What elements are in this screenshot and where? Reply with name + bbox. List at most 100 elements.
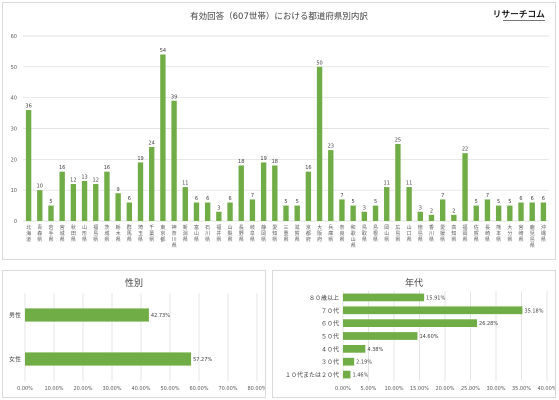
data-label: 24	[149, 141, 155, 147]
x-tick-label: 山口県	[407, 224, 412, 243]
bar	[171, 100, 177, 221]
bar	[350, 205, 356, 221]
bar	[529, 202, 535, 221]
prefecture-bar-chart: 010203040506036北海道10青森県5岩手県16宮城県12秋田県13山…	[11, 34, 549, 249]
data-label: 11	[182, 181, 188, 187]
x-tick-label: 40.00%	[131, 386, 150, 392]
x-tick-label: 佐賀県	[474, 224, 479, 243]
bar	[343, 319, 478, 327]
data-label: 12	[70, 178, 76, 184]
data-label: 12	[93, 178, 99, 184]
bar	[316, 66, 323, 221]
x-tick-label: 栃木県	[116, 224, 121, 243]
bar	[361, 211, 368, 221]
data-label: 3	[363, 205, 366, 211]
x-tick-label: 富山県	[194, 224, 199, 243]
bar	[540, 202, 547, 221]
category-label: ５０代	[321, 333, 339, 341]
bar	[343, 332, 418, 340]
x-tick-label: 奈良県	[339, 224, 344, 243]
x-tick-label: 徳島県	[418, 224, 423, 243]
bar	[93, 184, 99, 221]
bar	[216, 211, 222, 221]
category-label: １０代または２０代	[285, 371, 339, 379]
data-label: 10	[37, 184, 43, 190]
x-tick-label: 滋賀県	[295, 224, 300, 243]
bar	[343, 293, 425, 302]
data-label: 2	[430, 208, 433, 214]
bar	[227, 202, 233, 221]
logo-underline	[503, 20, 545, 21]
x-tick-label: 15.00%	[410, 386, 429, 392]
bar	[406, 187, 412, 221]
x-tick-label: 北海道	[26, 224, 31, 243]
x-tick-label: 25.00%	[461, 386, 480, 392]
y-tick-label: 30	[11, 127, 17, 133]
x-tick-label: 島根県	[373, 224, 378, 243]
x-tick-label: 三重県	[283, 225, 288, 243]
data-label: 6	[206, 196, 209, 202]
x-tick-label: 鹿児島県	[530, 224, 535, 249]
bar	[81, 180, 88, 221]
bar	[25, 308, 149, 322]
y-tick-label: 40	[11, 96, 17, 102]
data-label: 5	[296, 199, 299, 205]
x-tick-label: 長野県	[239, 225, 244, 243]
bar	[59, 171, 65, 221]
data-label: 25	[395, 137, 401, 143]
category-label: ６０代	[321, 320, 339, 328]
data-label: 14.60%	[419, 334, 438, 340]
prefecture-chart-panel: 有効回答（607世帯）における都道府県別内訳 リサーチコム 0 10 20 30 40 5…	[2, 2, 556, 260]
bar	[272, 165, 278, 221]
x-tick-label: 茨城県	[104, 224, 109, 243]
category-label: 女性	[9, 356, 21, 364]
bar	[137, 162, 144, 221]
x-tick-label: 静岡県	[261, 224, 266, 243]
category-label: 男性	[9, 312, 21, 320]
bar	[238, 165, 244, 221]
x-tick-label: 60.00%	[189, 386, 208, 392]
x-tick-label: 宮城県	[60, 224, 65, 243]
data-label: 5	[508, 199, 511, 205]
bar	[417, 211, 423, 221]
x-tick-label: 50.00%	[160, 386, 179, 392]
bar	[473, 205, 479, 221]
data-label: 26.28%	[479, 321, 498, 327]
x-tick-label: 千葉県	[149, 224, 154, 243]
bar	[115, 193, 121, 221]
gender-chart-title: 性別	[124, 279, 143, 289]
data-label: 3	[419, 205, 422, 211]
x-tick-label: 香川県	[429, 224, 434, 243]
x-tick-label: 40.00%	[537, 386, 555, 392]
x-tick-label: 福井県	[216, 224, 221, 243]
x-tick-label: 35.00%	[512, 386, 531, 392]
data-label: 13	[81, 174, 87, 180]
data-label: 57.27%	[193, 357, 212, 363]
x-tick-label: 秋田県	[71, 224, 76, 243]
data-label: 39	[171, 94, 177, 100]
bar	[70, 184, 77, 221]
bar	[339, 199, 345, 221]
x-tick-label: 東京都	[160, 224, 165, 243]
bar	[25, 110, 32, 221]
x-tick-label: 大阪府	[317, 224, 322, 243]
bar	[343, 345, 366, 353]
x-tick-label: 0.00%	[17, 386, 33, 392]
data-label: 5	[374, 199, 377, 205]
x-tick-label: 岩手県	[48, 224, 53, 243]
bar	[25, 352, 192, 366]
bar	[343, 370, 351, 379]
x-tick-label: 神奈川県	[172, 224, 177, 249]
data-label: 22	[462, 147, 468, 153]
data-label: 2	[452, 208, 455, 214]
data-label: 18	[238, 159, 244, 165]
x-tick-label: 岐阜県	[250, 224, 255, 243]
x-tick-label: 30.00%	[102, 386, 121, 392]
data-label: 18	[272, 159, 278, 165]
bar	[384, 187, 390, 221]
data-label: 7	[340, 193, 343, 199]
data-label: 11	[384, 181, 390, 187]
y-tick-label: 10	[11, 188, 17, 194]
data-label: 5	[284, 199, 287, 205]
x-tick-label: 岡山県	[384, 225, 389, 243]
